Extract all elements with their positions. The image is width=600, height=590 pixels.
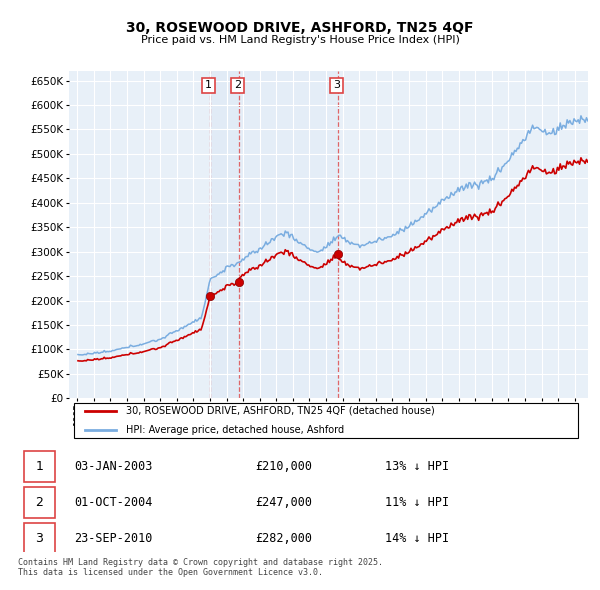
Text: 2: 2 (35, 496, 43, 509)
Text: 2: 2 (234, 80, 241, 90)
FancyBboxPatch shape (23, 523, 55, 554)
Text: 01-OCT-2004: 01-OCT-2004 (74, 496, 153, 509)
Text: 1: 1 (205, 80, 212, 90)
Text: Contains HM Land Registry data © Crown copyright and database right 2025.
This d: Contains HM Land Registry data © Crown c… (18, 558, 383, 577)
Text: 3: 3 (333, 80, 340, 90)
Text: HPI: Average price, detached house, Ashford: HPI: Average price, detached house, Ashf… (126, 425, 344, 435)
Text: £210,000: £210,000 (255, 460, 312, 473)
Text: 30, ROSEWOOD DRIVE, ASHFORD, TN25 4QF: 30, ROSEWOOD DRIVE, ASHFORD, TN25 4QF (126, 21, 474, 35)
Text: 14% ↓ HPI: 14% ↓ HPI (385, 532, 449, 545)
Bar (210, 71, 239, 398)
Text: 3: 3 (35, 532, 43, 545)
FancyBboxPatch shape (74, 403, 578, 438)
FancyBboxPatch shape (23, 451, 55, 482)
Text: 13% ↓ HPI: 13% ↓ HPI (385, 460, 449, 473)
Bar (239, 71, 338, 398)
Text: Price paid vs. HM Land Registry's House Price Index (HPI): Price paid vs. HM Land Registry's House … (140, 35, 460, 45)
Text: £282,000: £282,000 (255, 532, 312, 545)
FancyBboxPatch shape (23, 487, 55, 518)
Text: 1: 1 (35, 460, 43, 473)
Text: 11% ↓ HPI: 11% ↓ HPI (385, 496, 449, 509)
Text: 23-SEP-2010: 23-SEP-2010 (74, 532, 153, 545)
Text: 30, ROSEWOOD DRIVE, ASHFORD, TN25 4QF (detached house): 30, ROSEWOOD DRIVE, ASHFORD, TN25 4QF (d… (126, 406, 435, 416)
Text: £247,000: £247,000 (255, 496, 312, 509)
Text: 03-JAN-2003: 03-JAN-2003 (74, 460, 153, 473)
